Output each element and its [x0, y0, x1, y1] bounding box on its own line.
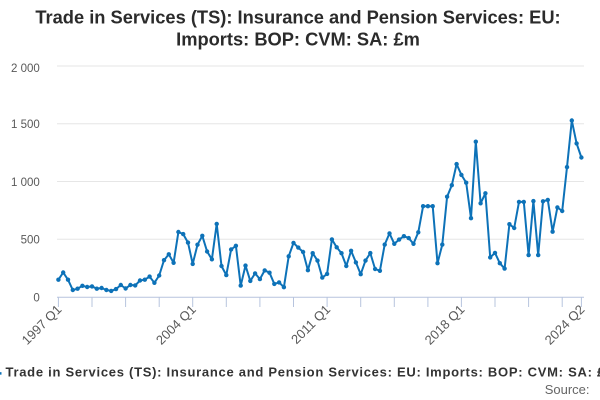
svg-text:Trade in Services (TS): Insura: Trade in Services (TS): Insurance and Pe…: [6, 365, 600, 380]
svg-text:1 500: 1 500: [11, 119, 40, 131]
svg-text:2 000: 2 000: [11, 63, 40, 75]
svg-text:500: 500: [21, 235, 40, 247]
svg-text:Source:: Source:: [545, 382, 590, 397]
svg-text:1 000: 1 000: [11, 177, 40, 189]
svg-text:Trade in Services (TS): Insura: Trade in Services (TS): Insurance and Pe…: [35, 7, 560, 28]
svg-text:0: 0: [33, 292, 39, 304]
svg-text:Imports: BOP: CVM: SA: £m: Imports: BOP: CVM: SA: £m: [176, 29, 420, 50]
